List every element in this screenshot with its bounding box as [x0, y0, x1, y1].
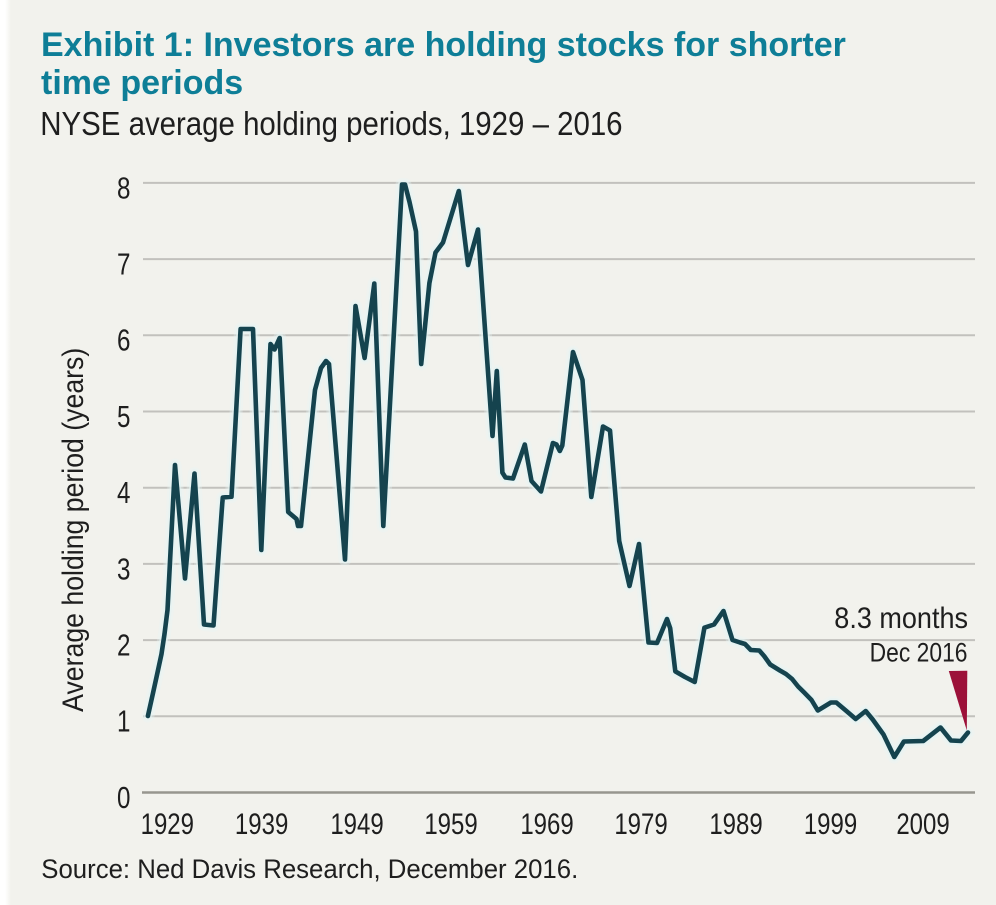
svg-text:8: 8	[117, 170, 130, 205]
svg-text:5: 5	[117, 399, 130, 434]
svg-text:8.3 months: 8.3 months	[834, 602, 968, 636]
svg-text:NYSE average holding periods,: NYSE average holding periods, 1929 – 201…	[40, 105, 622, 142]
svg-text:1929: 1929	[141, 806, 194, 840]
svg-text:2: 2	[117, 628, 130, 663]
svg-text:1959: 1959	[424, 806, 477, 840]
svg-text:Exhibit 1: Investors are holdi: Exhibit 1: Investors are holding stocks …	[41, 26, 846, 64]
svg-text:Source: Ned Davis Research, De: Source: Ned Davis Research, December 201…	[41, 853, 578, 884]
svg-text:Dec 2016: Dec 2016	[870, 638, 968, 668]
svg-text:1939: 1939	[235, 806, 288, 840]
svg-text:7: 7	[117, 247, 130, 282]
svg-text:1949: 1949	[330, 806, 383, 840]
svg-text:2009: 2009	[896, 806, 949, 840]
svg-text:4: 4	[117, 475, 130, 510]
svg-text:1969: 1969	[520, 806, 573, 840]
svg-text:time periods: time periods	[41, 64, 243, 102]
svg-text:3: 3	[117, 551, 130, 586]
svg-text:0: 0	[117, 780, 130, 815]
svg-text:1: 1	[117, 704, 130, 739]
svg-text:1999: 1999	[804, 806, 857, 840]
svg-text:1989: 1989	[709, 806, 762, 840]
svg-text:1979: 1979	[614, 806, 667, 840]
svg-text:6: 6	[117, 323, 130, 358]
svg-text:Average holding period (years): Average holding period (years)	[57, 348, 91, 712]
